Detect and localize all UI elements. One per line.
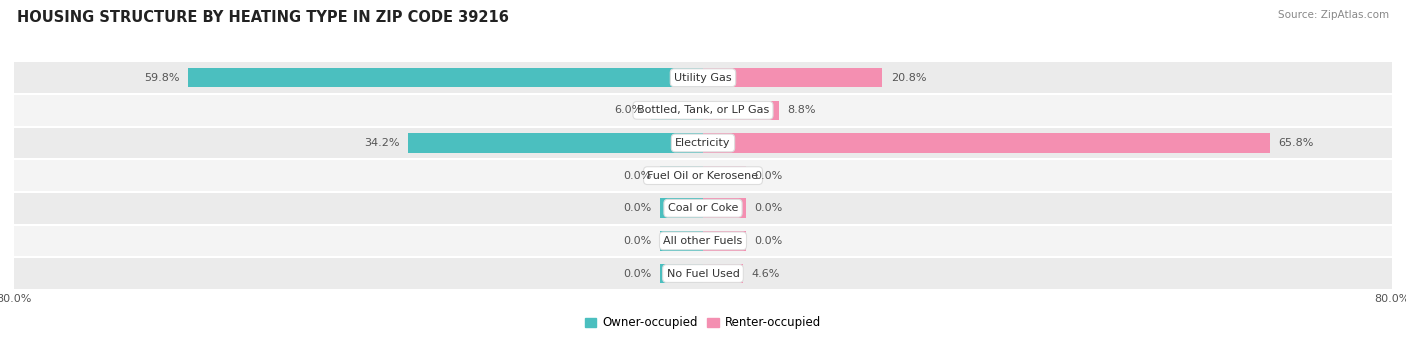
Text: 20.8%: 20.8% [891, 73, 927, 83]
Bar [188, 68, 703, 88]
Text: Source: ZipAtlas.com: Source: ZipAtlas.com [1278, 10, 1389, 20]
Text: 0.0%: 0.0% [623, 236, 651, 246]
FancyBboxPatch shape [14, 127, 1392, 159]
Bar [659, 264, 703, 283]
FancyBboxPatch shape [14, 192, 1392, 225]
Text: 0.0%: 0.0% [623, 268, 651, 279]
Bar [409, 133, 703, 153]
Text: 6.0%: 6.0% [614, 105, 643, 115]
Text: All other Fuels: All other Fuels [664, 236, 742, 246]
Text: 0.0%: 0.0% [623, 170, 651, 181]
Bar [659, 166, 703, 186]
FancyBboxPatch shape [14, 257, 1392, 290]
Bar [703, 231, 747, 251]
Text: 0.0%: 0.0% [755, 170, 783, 181]
FancyBboxPatch shape [14, 94, 1392, 127]
Bar [703, 101, 779, 120]
Text: 0.0%: 0.0% [623, 203, 651, 213]
FancyBboxPatch shape [14, 159, 1392, 192]
Text: Bottled, Tank, or LP Gas: Bottled, Tank, or LP Gas [637, 105, 769, 115]
Text: 34.2%: 34.2% [364, 138, 399, 148]
Bar [659, 231, 703, 251]
Text: 0.0%: 0.0% [755, 203, 783, 213]
Bar [703, 68, 882, 88]
FancyBboxPatch shape [14, 225, 1392, 257]
Text: HOUSING STRUCTURE BY HEATING TYPE IN ZIP CODE 39216: HOUSING STRUCTURE BY HEATING TYPE IN ZIP… [17, 10, 509, 25]
Text: Electricity: Electricity [675, 138, 731, 148]
Text: Fuel Oil or Kerosene: Fuel Oil or Kerosene [647, 170, 759, 181]
Legend: Owner-occupied, Renter-occupied: Owner-occupied, Renter-occupied [579, 312, 827, 334]
Bar [651, 101, 703, 120]
Text: 59.8%: 59.8% [143, 73, 180, 83]
Bar [703, 264, 742, 283]
FancyBboxPatch shape [14, 61, 1392, 94]
Bar [659, 198, 703, 218]
Text: Coal or Coke: Coal or Coke [668, 203, 738, 213]
Text: 0.0%: 0.0% [755, 236, 783, 246]
Bar [703, 166, 747, 186]
Text: 65.8%: 65.8% [1278, 138, 1313, 148]
Bar [703, 133, 1270, 153]
Text: 4.6%: 4.6% [751, 268, 779, 279]
Text: No Fuel Used: No Fuel Used [666, 268, 740, 279]
Text: Utility Gas: Utility Gas [675, 73, 731, 83]
Bar [703, 198, 747, 218]
Text: 8.8%: 8.8% [787, 105, 815, 115]
